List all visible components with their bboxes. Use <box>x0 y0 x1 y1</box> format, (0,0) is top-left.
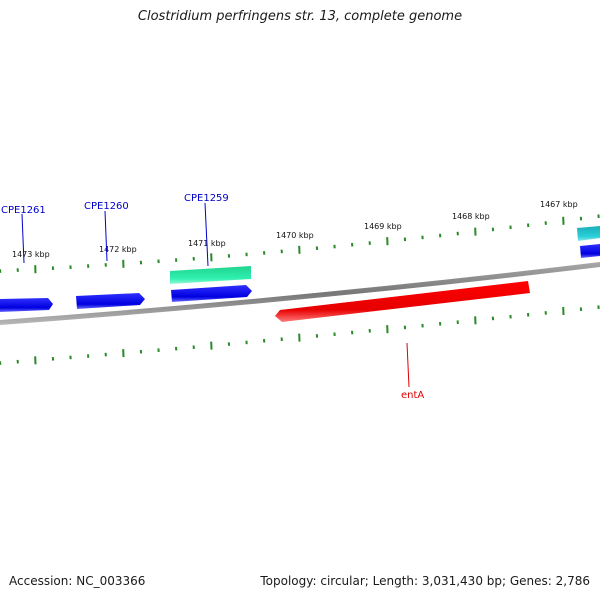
accession-label: Accession: NC_003366 <box>9 574 146 588</box>
gene-right-edge-teal[interactable] <box>577 226 600 241</box>
scale-ticks-lower <box>0 305 600 365</box>
scale-ticks-upper <box>0 214 600 274</box>
gene-rna-green[interactable] <box>170 266 251 284</box>
leader-cpe1260 <box>104 210 108 262</box>
gene-label-cpe1260[interactable]: CPE1260 <box>84 201 129 212</box>
scale-label-1470: 1470 kbp <box>276 231 314 240</box>
scale-label-1468: 1468 kbp <box>452 212 490 221</box>
scale-label-1472: 1472 kbp <box>99 245 137 254</box>
leader-enta <box>406 342 410 388</box>
gene-cpe1260[interactable] <box>76 293 145 309</box>
leader-cpe1261 <box>21 213 25 264</box>
genome-backbone <box>0 262 600 325</box>
gene-label-cpe1261[interactable]: CPE1261 <box>1 205 46 216</box>
leader-cpe1259 <box>204 202 209 267</box>
scale-label-1467: 1467 kbp <box>540 200 578 209</box>
gene-cpe1261[interactable] <box>0 298 53 312</box>
gene-cpe1259[interactable] <box>171 285 252 302</box>
scale-label-1473: 1473 kbp <box>12 250 50 259</box>
gene-label-cpe1259[interactable]: CPE1259 <box>184 193 229 204</box>
gene-right-edge-blue[interactable] <box>580 244 600 258</box>
map-title: Clostridium perfringens str. 13, complet… <box>137 9 463 24</box>
gene-label-enta[interactable]: entA <box>401 390 424 401</box>
gene-enta[interactable] <box>275 281 530 322</box>
scale-label-1469: 1469 kbp <box>364 222 402 231</box>
genome-summary: Topology: circular; Length: 3,031,430 bp… <box>260 574 590 588</box>
